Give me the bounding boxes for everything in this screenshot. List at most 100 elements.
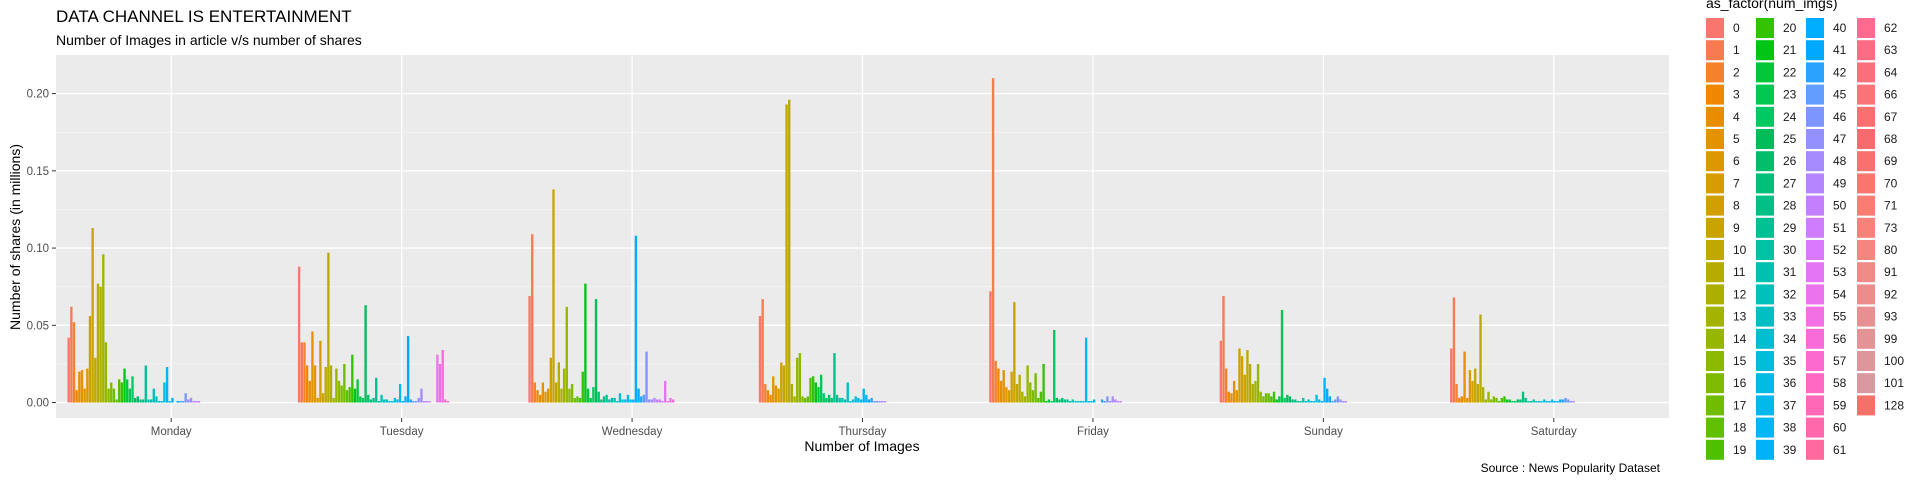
bar <box>359 396 362 403</box>
y-tick-label: 0.00 <box>27 398 49 410</box>
bar <box>1500 397 1503 403</box>
bar <box>592 387 595 403</box>
legend-label: 73 <box>1884 221 1898 235</box>
legend-key <box>1706 84 1724 105</box>
bar <box>777 388 780 403</box>
bar <box>1092 399 1096 403</box>
y-tick-label: 0.15 <box>27 166 49 178</box>
bar <box>546 388 550 403</box>
bar <box>136 396 140 403</box>
bar <box>796 357 799 403</box>
y-axis: 0.00 0.05 0.10 0.15 0.20 <box>27 89 56 410</box>
bar <box>1304 401 1308 403</box>
bar <box>1524 397 1527 403</box>
bar <box>600 399 603 403</box>
bar <box>997 368 1000 403</box>
legend-label: 64 <box>1884 65 1898 79</box>
bar <box>1079 401 1082 403</box>
bar <box>324 367 327 403</box>
bar <box>1341 401 1345 403</box>
bar <box>1291 399 1294 403</box>
legend-label: 2 <box>1733 65 1740 79</box>
bar <box>608 399 611 403</box>
bar <box>297 266 301 403</box>
bar <box>774 385 778 403</box>
bar <box>1543 399 1546 403</box>
bar <box>809 377 812 403</box>
legend-label: 25 <box>1783 132 1797 146</box>
bar <box>86 368 89 403</box>
bar <box>1505 399 1509 403</box>
bar <box>83 388 86 403</box>
bar <box>536 390 539 403</box>
bar <box>335 368 338 403</box>
bar <box>1047 399 1051 403</box>
legend-label: 17 <box>1733 398 1747 412</box>
bar <box>197 401 201 403</box>
legend-key <box>1756 195 1774 216</box>
bar <box>650 399 654 403</box>
bar <box>658 399 662 403</box>
bar <box>1090 401 1093 403</box>
bar <box>1235 390 1238 403</box>
legend-key <box>1806 306 1824 327</box>
bar <box>782 365 786 403</box>
bar <box>75 390 78 403</box>
bar <box>340 385 343 403</box>
bar <box>1489 399 1493 403</box>
bar <box>626 394 630 403</box>
bar <box>165 367 169 403</box>
bar <box>1254 380 1257 403</box>
bar <box>1492 396 1495 403</box>
legend-key <box>1806 195 1824 216</box>
legend-label: 36 <box>1783 376 1797 390</box>
bar <box>1503 396 1506 403</box>
bar <box>573 397 576 403</box>
bar <box>629 399 632 403</box>
bar <box>870 397 873 403</box>
bar <box>1076 401 1080 403</box>
bar <box>640 396 643 403</box>
legend-key <box>1706 195 1724 216</box>
bar <box>1061 397 1064 403</box>
legend-label: 31 <box>1783 265 1797 279</box>
bar <box>115 399 118 403</box>
bar <box>305 365 309 403</box>
bar <box>1262 396 1265 403</box>
bar <box>1248 363 1252 403</box>
bar <box>367 394 370 403</box>
legend-key <box>1857 395 1875 416</box>
bar <box>1299 401 1302 403</box>
bar <box>1537 401 1541 403</box>
bar <box>187 399 190 403</box>
bar <box>313 365 317 403</box>
bar <box>67 337 70 403</box>
bar <box>181 401 185 403</box>
bar <box>144 365 147 403</box>
bar <box>1026 365 1029 403</box>
bar <box>141 399 145 403</box>
legend-label: 14 <box>1733 332 1747 346</box>
bar <box>1318 399 1321 403</box>
bar <box>398 384 402 403</box>
legend-label: 37 <box>1783 398 1797 412</box>
legend-key <box>1857 151 1875 172</box>
bar <box>110 382 113 403</box>
bar <box>1551 399 1554 403</box>
legend-key <box>1706 40 1724 61</box>
legend-label: 20 <box>1783 21 1797 35</box>
legend-label: 39 <box>1783 443 1797 457</box>
legend-key <box>1806 395 1824 416</box>
bar <box>1219 340 1223 403</box>
bar <box>883 401 887 403</box>
legend-key <box>1806 417 1824 438</box>
x-tick-label: Thursday <box>839 426 887 438</box>
bar <box>383 399 386 403</box>
bar <box>793 396 796 403</box>
bar <box>120 382 124 403</box>
bar <box>1559 399 1562 403</box>
legend-label: 21 <box>1783 43 1797 57</box>
bar <box>311 331 314 403</box>
legend-label: 50 <box>1833 199 1847 213</box>
y-axis-title: Number of shares (in millions) <box>7 144 23 330</box>
